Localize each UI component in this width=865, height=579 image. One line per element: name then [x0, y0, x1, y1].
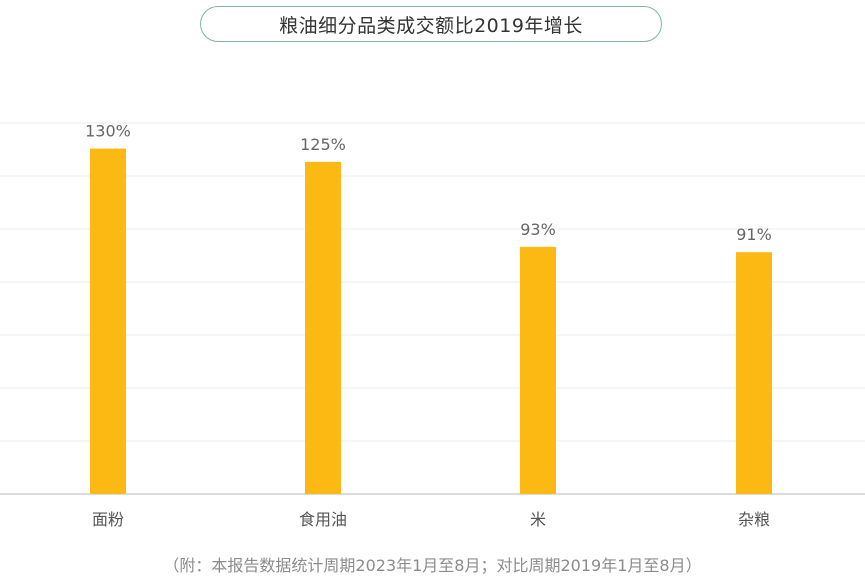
- bar-value-label: 93%: [520, 220, 556, 239]
- chart-title-box: 粮油细分品类成交额比2019年增长: [200, 6, 662, 42]
- footnote: （附：本报告数据统计周期2023年1月至8月；对比周期2019年1月至8月）: [163, 556, 702, 575]
- bars-group: [90, 148, 772, 494]
- bar-value-label: 125%: [300, 135, 346, 154]
- category-label: 米: [530, 510, 546, 529]
- category-label: 面粉: [92, 510, 124, 529]
- gridlines: [0, 122, 865, 495]
- bar-1: [90, 148, 126, 494]
- category-label: 食用油: [299, 510, 347, 529]
- bar-value-label: 130%: [85, 122, 131, 141]
- category-labels-group: 面粉 食用油 米 杂粮: [92, 510, 770, 529]
- bar-chart: 130% 125% 93% 91% 面粉 食用油 米 杂粮: [0, 122, 865, 529]
- value-labels-group: 130% 125% 93% 91%: [85, 122, 772, 245]
- category-label: 杂粮: [738, 510, 770, 529]
- bar-2: [305, 161, 341, 494]
- chart-title: 粮油细分品类成交额比2019年增长: [279, 14, 583, 37]
- bar-value-label: 91%: [736, 225, 772, 244]
- bar-3: [520, 246, 556, 494]
- bar-4: [736, 252, 772, 494]
